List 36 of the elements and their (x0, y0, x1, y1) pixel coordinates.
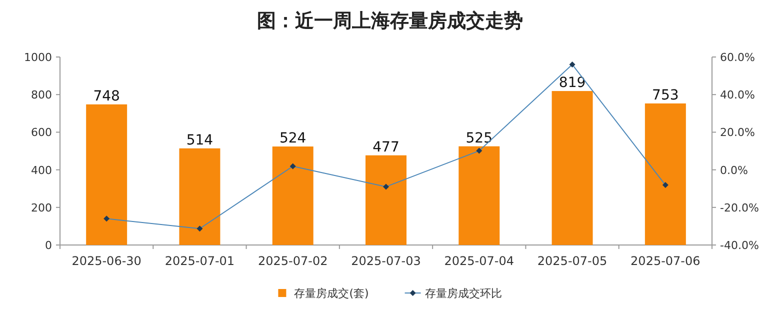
y2-tick-label: 0.0% (720, 164, 748, 177)
data-label: 748 (93, 88, 120, 104)
bar (366, 155, 406, 245)
x-tick-label: 2025-06-30 (72, 254, 142, 268)
bar (644, 103, 686, 245)
y-tick-label: 1000 (24, 51, 52, 64)
legend-label: 存量房成交环比 (424, 287, 502, 300)
y2-tick-label: 20.0% (720, 126, 755, 140)
legend-label: 存量房成交(套) (294, 287, 369, 300)
data-label: 524 (279, 130, 306, 146)
x-tick-label: 2025-07-05 (537, 254, 608, 268)
y2-tick-label: -40.0% (720, 239, 759, 252)
y-tick-label: 600 (31, 126, 52, 140)
y2-tick-label: 40.0% (720, 88, 755, 102)
y-tick-label: 0 (45, 239, 52, 252)
data-label: 753 (652, 87, 679, 104)
x-tick-label: 2025-07-01 (164, 254, 235, 268)
x-tick-label: 2025-07-02 (258, 254, 328, 268)
data-label: 819 (558, 75, 586, 92)
y-tick-label: 800 (31, 88, 52, 102)
x-tick-label: 2025-07-03 (351, 254, 421, 268)
bar (179, 148, 220, 245)
bar (86, 104, 128, 245)
bar (552, 91, 593, 245)
x-tick-label: 2025-07-04 (444, 254, 514, 268)
data-label: 525 (466, 130, 493, 146)
bar (458, 146, 500, 245)
y2-tick-label: 60.0% (720, 51, 755, 64)
data-label: 477 (372, 139, 400, 156)
x-tick-label: 2025-07-06 (630, 254, 700, 268)
chart-title: 图：近一周上海存量房成交走势 (257, 10, 523, 32)
y2-tick-label: -20.0% (720, 201, 759, 214)
y-tick-label: 200 (31, 201, 52, 214)
y-tick-label: 400 (31, 164, 52, 177)
data-label: 514 (186, 132, 214, 148)
bar (272, 146, 314, 245)
